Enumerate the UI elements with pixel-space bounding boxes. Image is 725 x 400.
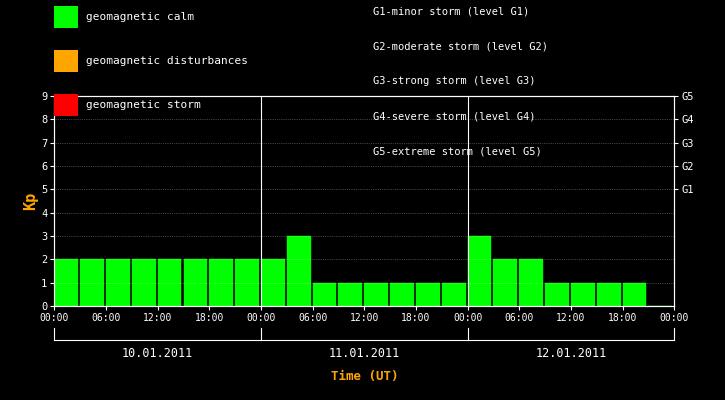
Bar xyxy=(390,283,414,306)
Text: G1-minor storm (level G1): G1-minor storm (level G1) xyxy=(373,6,530,16)
Bar xyxy=(210,259,233,306)
Bar xyxy=(442,283,465,306)
Bar xyxy=(287,236,310,306)
Text: G3-strong storm (level G3): G3-strong storm (level G3) xyxy=(373,76,536,86)
Bar xyxy=(597,283,621,306)
Text: geomagnetic disturbances: geomagnetic disturbances xyxy=(86,56,248,66)
Bar xyxy=(545,283,569,306)
Text: G5-extreme storm (level G5): G5-extreme storm (level G5) xyxy=(373,147,542,157)
Bar xyxy=(261,259,285,306)
Bar xyxy=(468,236,492,306)
Text: 10.01.2011: 10.01.2011 xyxy=(122,347,194,360)
Text: 11.01.2011: 11.01.2011 xyxy=(328,347,400,360)
Text: geomagnetic storm: geomagnetic storm xyxy=(86,100,201,110)
Bar xyxy=(571,283,594,306)
Bar xyxy=(494,259,517,306)
Bar xyxy=(364,283,388,306)
Bar xyxy=(132,259,156,306)
Bar xyxy=(106,259,130,306)
Bar xyxy=(623,283,647,306)
Bar xyxy=(312,283,336,306)
Y-axis label: Kp: Kp xyxy=(23,192,38,210)
Bar xyxy=(519,259,543,306)
Bar xyxy=(416,283,440,306)
Text: G4-severe storm (level G4): G4-severe storm (level G4) xyxy=(373,112,536,122)
Text: 12.01.2011: 12.01.2011 xyxy=(535,347,607,360)
Text: G2-moderate storm (level G2): G2-moderate storm (level G2) xyxy=(373,41,548,51)
Text: Time (UT): Time (UT) xyxy=(331,370,398,383)
Bar xyxy=(80,259,104,306)
Text: geomagnetic calm: geomagnetic calm xyxy=(86,12,194,22)
Bar xyxy=(157,259,181,306)
Bar xyxy=(183,259,207,306)
Bar xyxy=(339,283,362,306)
Bar xyxy=(54,259,78,306)
Bar xyxy=(235,259,259,306)
